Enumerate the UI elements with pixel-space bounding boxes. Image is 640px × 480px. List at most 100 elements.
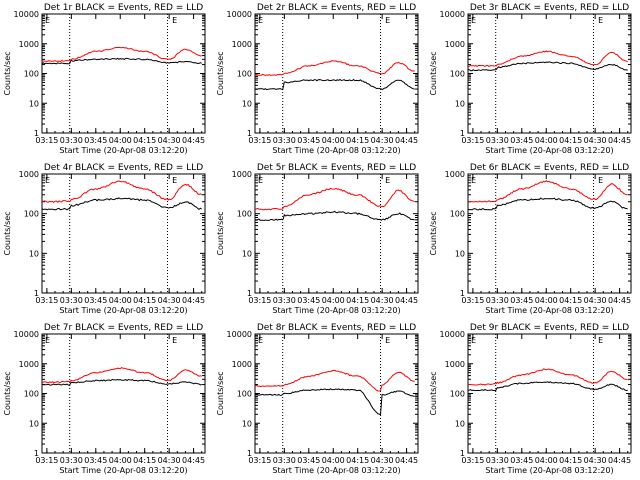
events-series-line [467,197,628,211]
x-tick-label: 03:15 [461,456,484,465]
lld-series-line [254,60,415,77]
x-tick-label: 03:45 [297,296,320,305]
x-axis-label: Start Time (20-Apr-08 03:12:20) [59,466,187,475]
y-tick-label: 10 [455,419,465,428]
y-axis-label: Counts/sec [429,371,438,415]
plot-frame [254,173,419,294]
lld-series-line [254,369,415,392]
x-tick-label: 03:30 [486,296,509,305]
e-marker: E [385,176,390,185]
panel-det-5: Det 5r BLACK = Events, RED = LLD 1 10 100 10… [216,163,419,315]
panel-title: Det 3r BLACK = Events, RED = LLD [470,3,629,13]
y-tick-label: 1000 [19,170,39,179]
y-tick-label: 1000 [445,360,465,369]
y-tick-label: 1 [247,449,252,458]
e-marker: E [45,16,50,25]
x-tick-label: 04:00 [535,136,558,145]
x-tick-label: 04:00 [322,456,345,465]
x-axis-label: Start Time (20-Apr-08 03:12:20) [272,466,400,475]
lld-series-line [41,367,202,384]
lld-series-line [468,50,628,68]
x-tick-label: 04:15 [346,136,369,145]
y-tick-label: 10 [29,419,39,428]
x-tick-label: 04:15 [133,136,156,145]
x-tick-label: 03:15 [248,296,271,305]
plot-frame [467,13,632,134]
y-tick-label: 1 [34,129,39,138]
y-tick-label: 10000 [440,330,465,339]
plot-frame [41,173,206,294]
e-marker: E [258,336,263,345]
events-series-line [254,210,415,222]
y-tick-label: 1 [34,289,39,298]
x-tick-label: 04:00 [322,136,345,145]
y-tick-label: 1000 [19,40,39,49]
x-tick-label: 04:45 [608,296,631,305]
y-tick-label: 1 [34,449,39,458]
x-tick-label: 03:15 [248,136,271,145]
x-tick-label: 04:30 [371,456,394,465]
e-marker: E [471,176,476,185]
x-axis-label: Start Time (20-Apr-08 03:12:20) [485,306,613,315]
e-marker: E [45,336,50,345]
x-tick-label: 04:00 [535,296,558,305]
y-tick-label: 1 [460,289,465,298]
e-marker: E [471,16,476,25]
y-tick-label: 1000 [445,40,465,49]
y-axis-label: Counts/sec [3,371,12,415]
x-axis-label: Start Time (20-Apr-08 03:12:20) [485,466,613,475]
y-tick-label: 100 [24,70,39,79]
x-tick-label: 04:15 [559,296,582,305]
events-series-line [254,78,415,91]
panel-title: Det 9r BLACK = Events, RED = LLD [470,323,629,333]
x-tick-label: 03:15 [35,456,58,465]
plot-frame [467,333,632,454]
panel-det-2: Det 2r BLACK = Events, RED = LLD 1 10 100 10… [216,3,419,155]
e-marker: E [598,176,603,185]
events-series-line [41,57,202,65]
lld-series-line [254,187,415,211]
y-tick-label: 1000 [445,170,465,179]
panel-title: Det 4r BLACK = Events, RED = LLD [44,163,203,173]
x-tick-label: 03:15 [35,296,58,305]
x-axis-label: Start Time (20-Apr-08 03:12:20) [485,146,613,155]
x-tick-label: 04:30 [158,136,181,145]
y-tick-label: 100 [450,390,465,399]
lld-series-line [467,368,628,386]
panel-title: Det 7r BLACK = Events, RED = LLD [44,323,203,333]
lld-series-line [41,46,202,63]
x-tick-label: 03:15 [461,136,484,145]
x-tick-label: 04:30 [584,296,607,305]
y-axis-label: Counts/sec [3,51,12,95]
y-tick-label: 100 [24,390,39,399]
y-tick-label: 10 [242,99,252,108]
x-tick-label: 03:15 [248,456,271,465]
lld-series-line [41,180,202,204]
x-tick-label: 03:30 [60,456,83,465]
x-tick-label: 04:30 [371,136,394,145]
x-tick-label: 04:45 [608,456,631,465]
x-tick-label: 04:15 [133,296,156,305]
e-marker: E [172,176,177,185]
e-marker: E [45,176,50,185]
e-marker: E [471,336,476,345]
panel-det-1: Det 1r BLACK = Events, RED = LLD 1 10 100 10… [3,3,206,155]
y-tick-label: 100 [237,210,252,219]
panel-title: Det 6r BLACK = Events, RED = LLD [470,163,629,173]
x-tick-label: 03:45 [510,456,533,465]
x-axis-label: Start Time (20-Apr-08 03:12:20) [59,306,187,315]
panel-det-4: Det 4r BLACK = Events, RED = LLD 1 10 100 10… [3,163,206,315]
y-tick-label: 100 [237,70,252,79]
y-tick-label: 10 [242,419,252,428]
y-tick-label: 10000 [440,10,465,19]
y-tick-label: 1 [247,289,252,298]
events-series-line [467,381,628,392]
x-tick-label: 03:45 [510,136,533,145]
x-tick-label: 04:00 [322,296,345,305]
y-tick-label: 100 [450,210,465,219]
e-marker: E [598,336,603,345]
x-tick-label: 03:30 [273,296,296,305]
e-marker: E [385,16,390,25]
y-tick-label: 100 [24,210,39,219]
y-axis-label: Counts/sec [429,211,438,255]
